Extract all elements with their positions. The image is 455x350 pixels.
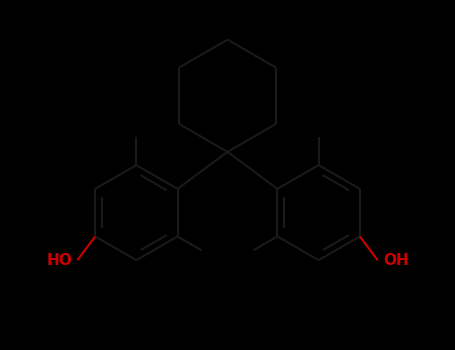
Text: OH: OH [383,253,409,268]
Text: HO: HO [46,253,72,268]
